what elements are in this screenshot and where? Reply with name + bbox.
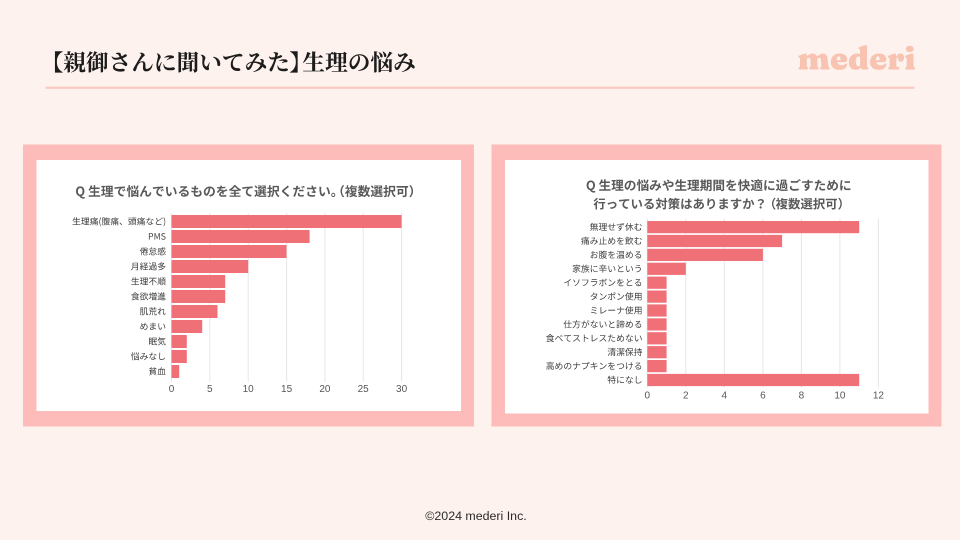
svg-text:20: 20 [319,384,331,395]
svg-text:15: 15 [281,384,293,395]
svg-text:12: 12 [873,391,885,402]
svg-text:4: 4 [722,391,728,402]
svg-text:0: 0 [169,384,175,395]
svg-text:10: 10 [243,384,255,395]
svg-text:0: 0 [645,391,651,402]
svg-text:2: 2 [683,391,689,402]
svg-text:©2024 mederi Inc.: ©2024 mederi Inc. [425,509,526,523]
svg-text:30: 30 [396,384,408,395]
svg-text:10: 10 [834,391,846,402]
svg-text:25: 25 [358,384,370,395]
svg-text:8: 8 [799,391,805,402]
svg-text:6: 6 [760,391,766,402]
svg-text:5: 5 [207,384,213,395]
